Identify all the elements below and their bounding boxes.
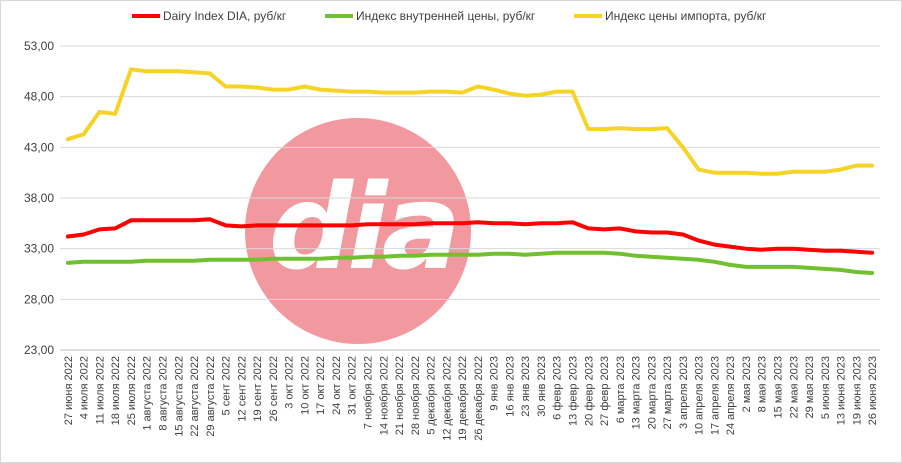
- x-tick-label: 14 ноября 2022: [378, 356, 390, 435]
- x-tick-label: 28 ноября 2022: [410, 356, 422, 435]
- x-tick-label: 31 окт 2022: [347, 356, 359, 415]
- x-tick-label: 13 февр 2023: [568, 356, 580, 426]
- x-tick-label: 26 июня 2023: [867, 356, 879, 425]
- x-tick-label: 16 янв 2023: [504, 356, 516, 417]
- x-tick-label: 19 сент 2022: [252, 356, 264, 422]
- x-tick-label: 13 марта 2023: [631, 356, 643, 429]
- x-tick-label: 27 июня 2022: [63, 356, 75, 425]
- legend: Dairy Index DIA, руб/кг Индекс внутренней…: [132, 9, 767, 23]
- x-tick-label: 19 декабря 2022: [457, 356, 469, 441]
- x-tick-label: 29 мая 2023: [804, 356, 816, 418]
- y-tick-label: 23,00: [24, 343, 54, 357]
- x-tick-label: 7 ноября 2022: [363, 356, 375, 429]
- y-tick-label: 28,00: [24, 292, 54, 306]
- x-tick-label: 26 декабря 2022: [473, 356, 485, 441]
- x-tick-label: 5 декабря 2022: [426, 356, 438, 435]
- x-tick-label: 30 янв 2023: [536, 356, 548, 417]
- x-tick-label: 26 сент 2022: [268, 356, 280, 422]
- x-tick-label: 10 апреля 2023: [694, 356, 706, 435]
- x-tick-label: 22 августа 2022: [189, 356, 201, 437]
- x-tick-label: 10 окт 2022: [299, 356, 311, 415]
- x-tick-label: 3 окт 2022: [284, 356, 296, 409]
- legend-label: Dairy Index DIA, руб/кг: [163, 9, 287, 23]
- y-tick-label: 53,00: [24, 39, 54, 53]
- x-tick-label: 22 мая 2023: [788, 356, 800, 418]
- x-tick-label: 2 мая 2023: [741, 356, 753, 412]
- series-line-1: [65, 250, 875, 275]
- legend-label: Индекс внутренней цены, руб/кг: [356, 9, 536, 23]
- x-tick-label: 25 июля 2022: [126, 356, 138, 425]
- x-tick-label: 9 янв 2023: [489, 356, 501, 411]
- x-tick-label: 24 апреля 2023: [725, 356, 737, 435]
- x-axis: 27 июня 2022 4 июля 2022 11 июля 2022 18 ию…: [60, 349, 880, 441]
- x-tick-label: 13 июня 2023: [836, 356, 848, 425]
- x-tick-label: 6 февр 2023: [552, 356, 564, 420]
- x-tick-label: 12 сент 2022: [236, 356, 248, 422]
- x-tick-label: 3 апреля 2023: [678, 356, 690, 429]
- x-tick-label: 6 марта 2023: [615, 356, 627, 423]
- x-tick-label: 5 июня 2023: [820, 356, 832, 419]
- series-line-0: [65, 217, 875, 255]
- y-axis: 23,00 28,00 33,00 38,00 43,00 48,00 53,00: [24, 39, 54, 357]
- x-tick-label: 23 янв 2023: [520, 356, 532, 417]
- series-line-2: [65, 67, 875, 176]
- x-tick-label: 18 июля 2022: [110, 356, 122, 425]
- x-tick-label: 11 июля 2022: [94, 356, 106, 425]
- y-tick-label: 43,00: [24, 140, 54, 154]
- x-tick-label: 19 июня 2023: [851, 356, 863, 425]
- x-tick-label: 17 окт 2022: [315, 356, 327, 415]
- x-tick-label: 8 мая 2023: [757, 356, 769, 412]
- x-tick-label: 21 ноября 2022: [394, 356, 406, 435]
- x-tick-label: 15 мая 2023: [773, 356, 785, 418]
- x-tick-label: 8 августа 2022: [158, 356, 170, 431]
- legend-label: Индекс цены импорта, руб/кг: [605, 9, 767, 23]
- x-tick-label: 1 августа 2022: [142, 356, 154, 431]
- dia-logo-watermark: dia: [245, 118, 471, 344]
- x-tick-label: 27 марта 2023: [662, 356, 674, 429]
- y-tick-label: 48,00: [24, 90, 54, 104]
- x-tick-label: 24 окт 2022: [331, 356, 343, 415]
- x-tick-label: 29 августа 2022: [205, 356, 217, 437]
- x-tick-label: 20 февр 2023: [583, 356, 595, 426]
- x-tick-label: 20 марта 2023: [646, 356, 658, 429]
- series-lines: [65, 67, 875, 275]
- x-tick-label: 5 сент 2022: [221, 356, 233, 415]
- y-tick-label: 33,00: [24, 242, 54, 256]
- x-tick-label: 4 июля 2022: [79, 356, 91, 419]
- x-tick-label: 15 августа 2022: [173, 356, 185, 437]
- y-tick-label: 38,00: [24, 191, 54, 205]
- x-tick-label: 17 апреля 2023: [709, 356, 721, 435]
- x-tick-label: 12 декабря 2022: [441, 356, 453, 441]
- logo-circle: [245, 118, 471, 344]
- x-tick-label: 27 февр 2023: [599, 356, 611, 426]
